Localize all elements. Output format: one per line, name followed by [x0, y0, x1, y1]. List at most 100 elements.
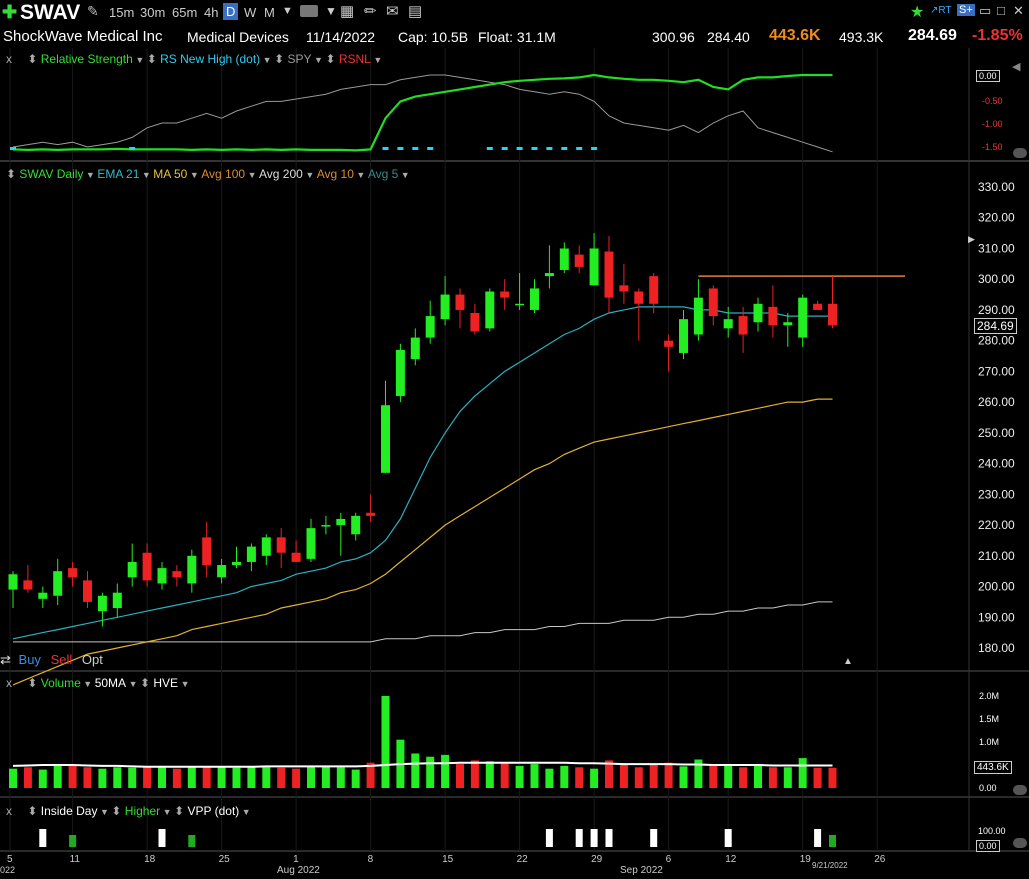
- info-bar: ShockWave Medical Inc Medical Devices 11…: [0, 26, 1029, 48]
- sort-icon[interactable]: ⬍: [27, 52, 38, 66]
- legend-volume[interactable]: Volume: [40, 676, 81, 690]
- legend-ma50[interactable]: MA 50: [153, 167, 188, 181]
- interval-w[interactable]: W: [244, 5, 257, 20]
- dropdown-icon[interactable]: ▼: [398, 170, 410, 180]
- legend-avg200[interactable]: Avg 200: [259, 167, 303, 181]
- volume-bar: [724, 765, 733, 788]
- rs-scroll-down-icon[interactable]: [1013, 148, 1027, 158]
- legend-spy[interactable]: SPY: [287, 52, 312, 66]
- annotate-icon[interactable]: ✉: [386, 3, 399, 20]
- sell-button[interactable]: Sell: [50, 652, 73, 667]
- buy-button[interactable]: Buy: [18, 652, 41, 667]
- signal-scroll-icon[interactable]: [1013, 838, 1027, 848]
- interval-d[interactable]: D: [223, 3, 239, 20]
- share-icon[interactable]: S+: [957, 4, 975, 16]
- dropdown-icon[interactable]: ▼: [126, 679, 140, 689]
- interval-4h[interactable]: 4h: [204, 5, 219, 20]
- signal-axis-tick: 0.00: [976, 840, 1000, 852]
- dropdown-icon[interactable]: ▼: [311, 55, 326, 65]
- dropdown-icon[interactable]: ▼: [353, 170, 368, 180]
- legend-inside-day[interactable]: Inside Day: [40, 804, 98, 818]
- dropdown-icon[interactable]: ▼: [187, 170, 202, 180]
- sort-icon[interactable]: ⬍: [27, 676, 38, 690]
- change-percent: -1.85%: [972, 27, 1023, 44]
- candle-body: [485, 291, 495, 329]
- interval-dropdown-icon[interactable]: ▼: [282, 5, 293, 17]
- sort-icon[interactable]: ⬍: [274, 52, 285, 66]
- favorite-star-icon[interactable]: ★: [910, 4, 925, 21]
- sort-icon[interactable]: ⬍: [139, 676, 151, 690]
- legend-higher[interactable]: Higher: [124, 804, 161, 818]
- dropdown-icon[interactable]: ▼: [260, 55, 275, 65]
- maximize-icon[interactable]: □: [997, 3, 1005, 18]
- dropdown-icon[interactable]: ▼: [160, 807, 175, 817]
- interval-m[interactable]: M: [264, 5, 275, 20]
- rs-new-high-dot: [412, 147, 419, 150]
- x-axis-tick: 19: [800, 854, 812, 865]
- template-icon[interactable]: [300, 5, 318, 17]
- calculator-icon[interactable]: ▦: [340, 3, 355, 20]
- sort-icon[interactable]: ⬍: [111, 804, 122, 818]
- collapse-panel-icon[interactable]: ▲: [843, 656, 853, 667]
- volume-bar: [768, 767, 777, 788]
- sort-icon[interactable]: ⬍: [27, 804, 38, 818]
- sort-icon[interactable]: ⬍: [146, 52, 157, 66]
- rs-new-high-dot: [129, 147, 136, 150]
- trade-arrows-icon[interactable]: ⇄: [0, 652, 11, 667]
- volume-scroll-icon[interactable]: [1013, 785, 1027, 795]
- candle-body: [306, 528, 316, 559]
- legend-ema21[interactable]: EMA 21: [97, 167, 140, 181]
- interval-15m[interactable]: 15m: [109, 5, 135, 20]
- legend-vpp[interactable]: VPP (dot): [187, 804, 240, 818]
- realtime-icon[interactable]: ↗RT: [930, 5, 952, 16]
- interval-65m[interactable]: 65m: [172, 5, 198, 20]
- dropdown-icon[interactable]: ▼: [245, 170, 259, 180]
- volume-bar: [739, 767, 748, 788]
- print-icon[interactable]: ▭: [979, 3, 992, 18]
- legend-hve[interactable]: HVE: [153, 676, 179, 690]
- legend-avg10[interactable]: Avg 10: [316, 167, 354, 181]
- options-button[interactable]: Opt: [81, 652, 103, 667]
- legend-50ma[interactable]: 50MA: [94, 676, 127, 690]
- legend-avg100[interactable]: Avg 100: [201, 167, 246, 181]
- signal-close-button[interactable]: x: [6, 804, 12, 818]
- dropdown-icon[interactable]: ▼: [97, 807, 112, 817]
- higher-bar: [69, 835, 77, 847]
- close-icon[interactable]: ✕: [1013, 3, 1024, 18]
- symbol-title[interactable]: SWAV: [20, 1, 81, 24]
- industry[interactable]: Medical Devices: [187, 29, 289, 45]
- dropdown-icon[interactable]: ▼: [370, 55, 383, 65]
- layers-icon[interactable]: ▤: [408, 3, 423, 20]
- volume-close-button[interactable]: x: [6, 676, 12, 690]
- legend-rsnl[interactable]: RSNL: [338, 52, 371, 66]
- rs-scroll-icon[interactable]: ◀: [1012, 61, 1021, 73]
- dropdown-icon[interactable]: ▼: [239, 807, 251, 817]
- higher-bar: [829, 835, 836, 847]
- legend-avg5[interactable]: Avg 5: [367, 167, 399, 181]
- rs-close-button[interactable]: x: [6, 52, 12, 66]
- interval-30m[interactable]: 30m: [140, 5, 166, 20]
- rs-plot: [10, 73, 833, 153]
- volume-bar: [172, 768, 181, 788]
- dropdown-icon[interactable]: ▼: [139, 170, 154, 180]
- dropdown-icon[interactable]: ▼: [80, 679, 95, 689]
- legend-relative-strength[interactable]: Relative Strength: [40, 52, 133, 66]
- dropdown-icon[interactable]: ▼: [132, 55, 147, 65]
- dropdown-icon[interactable]: ▼: [178, 679, 190, 689]
- legend-swav-daily[interactable]: SWAV Daily: [19, 167, 84, 181]
- draw-icon[interactable]: ✏: [364, 3, 377, 20]
- dropdown-icon[interactable]: ▼: [302, 170, 317, 180]
- chart-type-icon[interactable]: ✎: [87, 3, 99, 19]
- sort-icon[interactable]: ⬍: [174, 804, 185, 818]
- sort-icon[interactable]: ⬍: [325, 52, 336, 66]
- legend-rs-new-high[interactable]: RS New High (dot): [160, 52, 261, 66]
- volume-axis-tick: 0.00: [979, 783, 997, 793]
- sort-icon[interactable]: ⬍: [6, 167, 17, 181]
- dropdown-icon[interactable]: ▼: [83, 170, 98, 180]
- price-axis-tick: 240.00: [978, 457, 1015, 471]
- add-symbol-icon[interactable]: ✚: [2, 2, 18, 22]
- settings-icon[interactable]: ▼: [325, 4, 337, 18]
- rs-new-high-dot: [10, 147, 16, 150]
- price-scroll-icon[interactable]: ▶: [968, 234, 975, 244]
